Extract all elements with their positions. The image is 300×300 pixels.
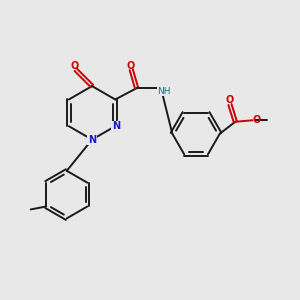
Text: O: O [253, 115, 261, 125]
Text: O: O [127, 61, 135, 70]
Text: N: N [88, 135, 96, 145]
Text: NH: NH [157, 87, 171, 96]
Text: O: O [70, 61, 79, 70]
Text: N: N [112, 121, 120, 131]
Text: O: O [225, 95, 233, 105]
